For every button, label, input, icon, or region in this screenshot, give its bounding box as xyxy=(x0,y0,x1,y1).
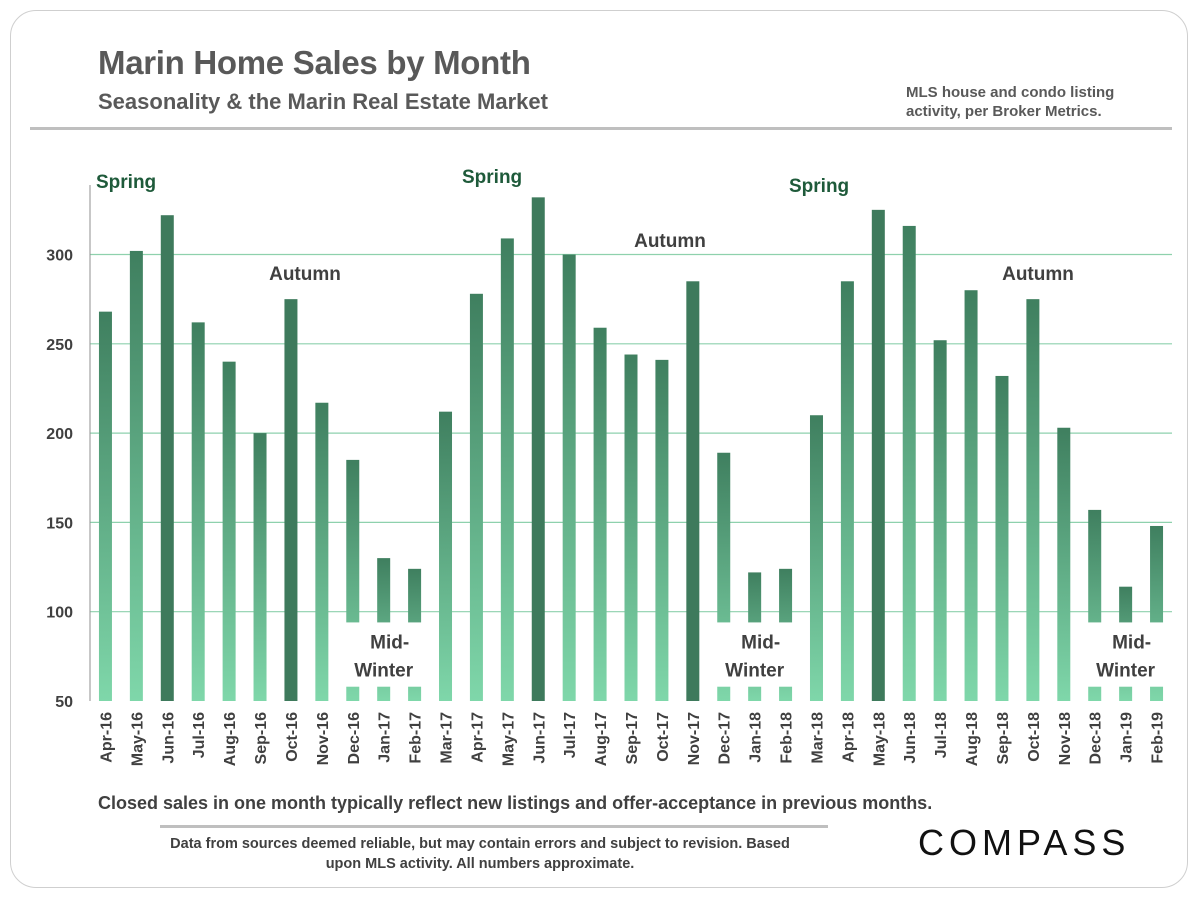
x-tick-label: Jan-18 xyxy=(748,712,765,763)
y-tick-label: 50 xyxy=(55,694,73,711)
disclaimer: Data from sources deemed reliable, but m… xyxy=(170,836,790,872)
x-tick-label: Jan-19 xyxy=(1119,712,1136,763)
x-tick-label: Jul-16 xyxy=(191,712,208,758)
x-tick-label: Oct-17 xyxy=(655,712,672,762)
bar-nov-16 xyxy=(315,402,329,701)
bar-aug-18 xyxy=(964,290,978,701)
bar-mar-17 xyxy=(439,411,453,701)
annotations: Spring Autumn Spring Autumn Spring Autumn Mid-… xyxy=(96,167,1156,681)
header-divider xyxy=(30,127,1172,130)
annotation-spring: Spring xyxy=(789,176,849,197)
x-tick-label: Jul-17 xyxy=(562,712,579,758)
bar-may-16 xyxy=(129,250,143,702)
y-tick-label: 300 xyxy=(46,248,73,265)
bar-sep-17 xyxy=(624,354,638,701)
bar-aug-16 xyxy=(222,361,236,701)
x-tick-label: Aug-17 xyxy=(593,712,610,766)
winter-label-box xyxy=(711,622,798,687)
x-tick-label: Oct-18 xyxy=(1026,712,1043,762)
x-tick-label: Mar-17 xyxy=(439,712,456,764)
x-tick-label: Apr-17 xyxy=(469,712,486,763)
source-note: MLS house and condo listing activity, pe… xyxy=(906,84,1115,120)
x-tick-label: Jun-17 xyxy=(531,712,548,764)
x-tick-label: Jul-18 xyxy=(933,712,950,758)
x-tick-label: Feb-17 xyxy=(408,712,425,764)
bar-nov-17 xyxy=(686,281,700,701)
x-tick-label: Oct-16 xyxy=(284,712,301,762)
footer-divider xyxy=(160,825,828,828)
bar-aug-17 xyxy=(593,327,607,701)
y-tick-label: 100 xyxy=(46,605,73,622)
x-tick-label: Aug-18 xyxy=(964,712,981,766)
annotation-spring: Spring xyxy=(462,167,522,188)
x-tick-label: Sep-17 xyxy=(624,712,641,765)
x-tick-label: Jun-18 xyxy=(902,712,919,764)
x-tick-label: Feb-18 xyxy=(779,712,796,764)
winter-overlays xyxy=(340,622,1169,687)
x-tick-label: Apr-18 xyxy=(840,712,857,763)
bar-jul-16 xyxy=(191,322,205,701)
compass-logo: COMPASS xyxy=(918,822,1131,863)
x-tick-label: Nov-16 xyxy=(315,712,332,765)
bar-jul-17 xyxy=(562,254,576,701)
bars xyxy=(98,197,1164,702)
x-tick-label: Nov-18 xyxy=(1057,712,1074,765)
x-tick-label: Aug-16 xyxy=(222,712,239,766)
annotation-mid-winter: Mid- xyxy=(370,632,409,653)
x-axis-ticks: Apr-16 May-16 Jun-16 Jul-16 Aug-16 Sep-16 Oct-… xyxy=(98,712,1166,766)
annotation-mid-winter: Winter xyxy=(354,660,414,681)
bar-oct-16 xyxy=(284,299,298,701)
x-tick-label: Nov-17 xyxy=(686,712,703,765)
x-tick-label: Dec-17 xyxy=(717,712,734,765)
annotation-mid-winter: Mid- xyxy=(1112,632,1151,653)
x-tick-label: Mar-18 xyxy=(809,712,826,764)
bar-may-18 xyxy=(871,209,885,701)
x-tick-label: Feb-19 xyxy=(1150,712,1167,764)
y-tick-label: 250 xyxy=(46,337,73,354)
x-tick-label: Sep-18 xyxy=(995,712,1012,765)
bar-jun-18 xyxy=(902,225,916,701)
bar-jul-18 xyxy=(933,340,947,701)
annotation-mid-winter: Winter xyxy=(725,660,785,681)
bar-mar-18 xyxy=(809,415,823,701)
bar-sep-16 xyxy=(253,433,267,701)
chart-subtitle: Seasonality & the Marin Real Estate Mark… xyxy=(98,89,548,114)
x-tick-label: Apr-16 xyxy=(98,712,115,763)
winter-label-box xyxy=(1082,622,1169,687)
annotation-spring: Spring xyxy=(96,172,156,193)
chart-title: Marin Home Sales by Month xyxy=(98,44,531,81)
bar-sep-18 xyxy=(995,375,1009,701)
bar-oct-17 xyxy=(655,359,669,701)
annotation-autumn: Autumn xyxy=(634,231,706,252)
bar-apr-17 xyxy=(469,293,483,701)
bar-apr-16 xyxy=(98,311,112,701)
annotation-autumn: Autumn xyxy=(269,264,341,285)
bar-apr-18 xyxy=(840,281,854,701)
bar-nov-18 xyxy=(1057,427,1071,701)
winter-label-box xyxy=(340,622,427,687)
x-tick-label: Jun-16 xyxy=(160,712,177,764)
annotation-mid-winter: Mid- xyxy=(741,632,780,653)
x-tick-label: May-18 xyxy=(871,712,888,766)
y-tick-label: 200 xyxy=(46,426,73,443)
bar-jun-17 xyxy=(531,197,545,701)
x-tick-label: Dec-18 xyxy=(1088,712,1105,765)
x-tick-label: Jan-17 xyxy=(377,712,394,763)
chart-caption: Closed sales in one month typically refl… xyxy=(98,793,933,813)
y-axis-ticks: 50 100 150 200 250 300 xyxy=(46,248,73,712)
x-tick-label: May-16 xyxy=(129,712,146,766)
x-tick-label: Sep-16 xyxy=(253,712,270,765)
annotation-autumn: Autumn xyxy=(1002,264,1074,285)
bar-jun-16 xyxy=(160,215,174,701)
bar-may-17 xyxy=(500,238,514,701)
y-tick-label: 150 xyxy=(46,515,73,532)
annotation-mid-winter: Winter xyxy=(1096,660,1156,681)
bar-oct-18 xyxy=(1026,299,1040,701)
x-tick-label: Dec-16 xyxy=(346,712,363,765)
x-tick-label: May-17 xyxy=(500,712,517,766)
